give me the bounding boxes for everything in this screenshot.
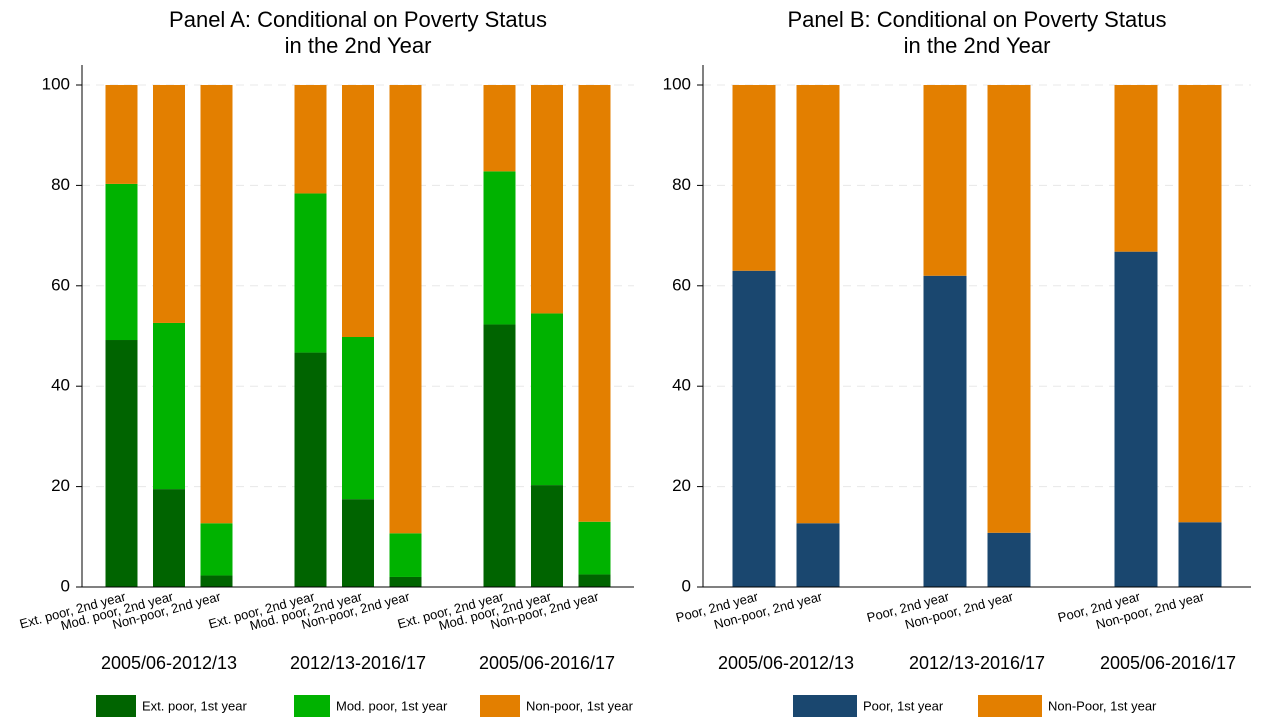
y-tick-label: 40 [51, 376, 70, 395]
bar-segment [200, 85, 233, 524]
group-label: 2005/06-2016/17 [1100, 653, 1236, 673]
bar-segment [105, 340, 138, 587]
y-tick-label: 100 [42, 74, 70, 93]
legend-label: Mod. poor, 1st year [336, 698, 448, 713]
legend-swatch [793, 695, 857, 717]
y-tick-label: 100 [663, 74, 691, 93]
chart-title: Panel B: Conditional on Poverty Status [787, 7, 1166, 32]
bar-segment [1114, 85, 1158, 252]
bar-segment [105, 183, 138, 341]
y-tick-label: 20 [51, 476, 70, 495]
bar-segment [987, 85, 1031, 533]
bar-segment [732, 85, 776, 271]
legend-label: Poor, 1st year [863, 698, 944, 713]
y-tick-label: 20 [672, 476, 691, 495]
bar-segment [200, 575, 233, 587]
bar-segment [153, 489, 185, 587]
bar-segment [389, 533, 422, 577]
bar-segment [200, 523, 233, 576]
y-tick-label: 80 [672, 175, 691, 194]
bar-segment [342, 85, 374, 338]
legend-swatch [96, 695, 136, 717]
bar-segment [294, 352, 327, 587]
chart-title: Panel A: Conditional on Poverty Status [169, 7, 547, 32]
y-tick-label: 60 [672, 275, 691, 294]
bar-segment [531, 313, 563, 486]
legend-swatch [294, 695, 330, 717]
bar-segment [578, 521, 611, 575]
chart-title: in the 2nd Year [285, 33, 432, 58]
bar-segment [294, 85, 327, 194]
bar-segment [483, 324, 516, 587]
bar-segment [389, 85, 422, 534]
bar-segment [796, 523, 840, 587]
bar-segment [294, 193, 327, 353]
legend-swatch [978, 695, 1042, 717]
bar-segment [153, 322, 185, 490]
group-label: 2012/13-2016/17 [290, 653, 426, 673]
y-tick-label: 80 [51, 175, 70, 194]
bar-segment [483, 171, 516, 325]
bar-segment [153, 85, 185, 323]
bar-segment [389, 576, 422, 587]
bar-segment [923, 275, 967, 587]
bar-segment [483, 85, 516, 172]
y-tick-label: 60 [51, 275, 70, 294]
group-label: 2005/06-2012/13 [718, 653, 854, 673]
bar-segment [342, 499, 374, 587]
bar-segment [342, 337, 374, 500]
chart-title: in the 2nd Year [904, 33, 1051, 58]
bar-segment [1178, 522, 1222, 587]
bar-segment [578, 85, 611, 522]
legend-label: Non-poor, 1st year [526, 698, 634, 713]
bar-segment [105, 85, 138, 184]
y-tick-label: 0 [682, 576, 691, 595]
bar-segment [796, 85, 840, 524]
bar-segment [1114, 251, 1158, 587]
legend-swatch [480, 695, 520, 717]
y-tick-label: 40 [672, 376, 691, 395]
bar-segment [578, 574, 611, 587]
legend-label: Ext. poor, 1st year [142, 698, 247, 713]
group-label: 2012/13-2016/17 [909, 653, 1045, 673]
group-label: 2005/06-2016/17 [479, 653, 615, 673]
group-label: 2005/06-2012/13 [101, 653, 237, 673]
bar-segment [732, 270, 776, 587]
bar-segment [531, 485, 563, 587]
bar-segment [531, 85, 563, 314]
y-tick-label: 0 [61, 576, 70, 595]
legend-label: Non-Poor, 1st year [1048, 698, 1157, 713]
bar-segment [1178, 85, 1222, 523]
bar-segment [923, 85, 967, 276]
bar-segment [987, 532, 1031, 587]
